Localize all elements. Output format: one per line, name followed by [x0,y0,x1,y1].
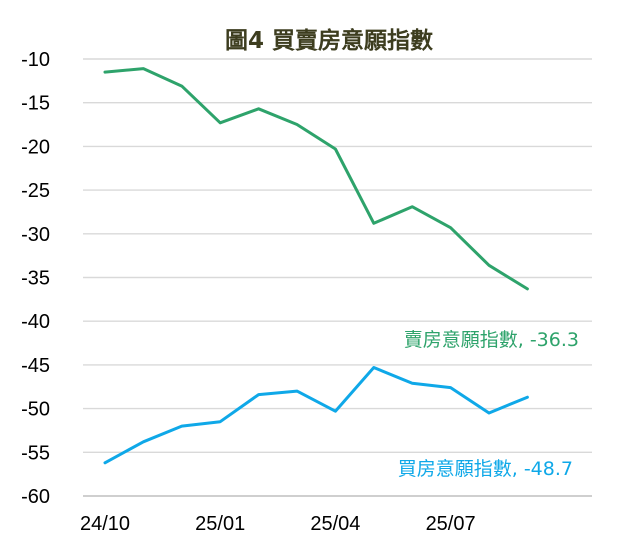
chart-title: 圖4 買賣房意願指數 [225,27,433,54]
x-tick-label: 24/10 [80,513,130,535]
y-tick-label: -10 [21,49,50,71]
y-tick-label: -25 [21,180,50,202]
x-tick-label: 25/04 [310,513,360,535]
y-tick-label: -30 [21,224,50,246]
y-tick-label: -15 [21,93,50,115]
sell-series-annotation: 賣房意願指數, -36.3 [404,329,579,351]
y-axis-ticks: -10 -15 -20 -25 -30 -35 -40 -45 -50 -55 -60 [21,49,50,508]
series-lines [103,67,529,465]
buy-intention-line [103,366,529,465]
y-tick-label: -20 [21,136,50,158]
y-tick-label: -45 [21,355,50,377]
y-tick-label: -60 [21,486,50,508]
gridlines [83,58,592,497]
y-tick-label: -35 [21,268,50,290]
y-tick-label: -40 [21,311,50,333]
sell-intention-line [103,67,529,291]
y-tick-label: -55 [21,442,50,464]
y-tick-label: -50 [21,399,50,421]
x-axis-ticks: 24/10 25/01 25/04 25/07 [80,513,476,535]
buy-series-annotation: 買房意願指數, -48.7 [398,458,573,480]
x-tick-label: 25/07 [426,513,476,535]
x-tick-label: 25/01 [195,513,245,535]
